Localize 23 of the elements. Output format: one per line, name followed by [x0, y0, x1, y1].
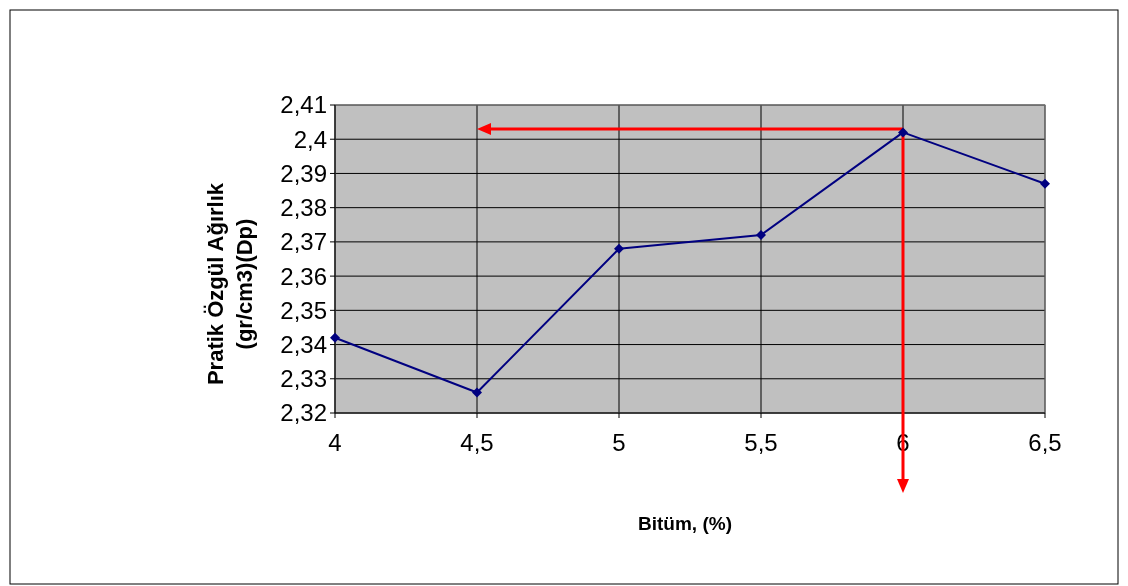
x-axis-title: Bitüm, (%): [638, 513, 732, 534]
y-tick-label: 2,37: [280, 228, 327, 256]
point: [1040, 178, 1050, 189]
x-tick-label: 5,5: [744, 429, 778, 456]
point: [756, 230, 766, 241]
y-tick-label: 2,35: [280, 296, 327, 324]
y-tick-label: 2,36: [280, 262, 327, 290]
x-tick-label: 4: [328, 429, 342, 456]
y-tick-label: 2,33: [280, 365, 327, 393]
y-tick-label: 2,41: [280, 91, 327, 119]
point: [330, 332, 340, 343]
y-axis-title: Pratik Özgül Ağırlık (gr/cm3)(Dp): [203, 182, 257, 386]
point: [898, 127, 908, 138]
y-tick-label: 2,32: [280, 399, 327, 427]
point: [614, 243, 624, 254]
x-tick-label: 5: [612, 429, 626, 456]
y-tick-label: 2,38: [280, 194, 327, 222]
x-tick-label: 4,5: [460, 429, 494, 456]
x-tick-label: 6,5: [1028, 429, 1062, 456]
point: [472, 387, 482, 398]
y-tick-label: 2,34: [280, 330, 327, 358]
y-tick-label: 2,4: [293, 125, 327, 153]
y-tick-label: 2,39: [280, 159, 327, 187]
